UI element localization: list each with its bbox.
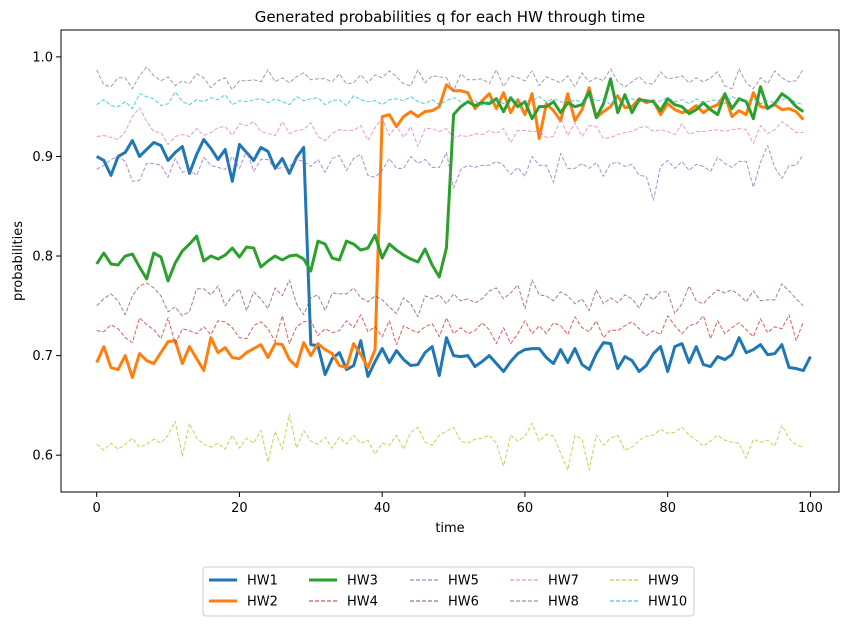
- legend-label-hw9: HW9: [648, 574, 679, 589]
- legend-label-hw10: HW10: [648, 595, 687, 610]
- legend-label-hw1: HW1: [247, 574, 278, 589]
- series-line-hw9: [96, 413, 804, 471]
- legend-label-hw8: HW8: [548, 595, 579, 610]
- x-tick-label: 20: [231, 501, 248, 516]
- legend-label-hw2: HW2: [247, 595, 278, 610]
- x-axis-label: time: [435, 521, 464, 536]
- series-line-hw3: [95, 77, 805, 283]
- legend-label-hw7: HW7: [548, 574, 579, 589]
- x-tick-label: 80: [659, 501, 676, 516]
- y-tick-label: 0.6: [32, 449, 53, 464]
- y-tick-label: 0.7: [32, 349, 53, 364]
- x-tick-label: 100: [798, 501, 823, 516]
- series-line-hw8: [96, 66, 804, 92]
- legend-label-hw3: HW3: [347, 574, 378, 589]
- series-line-hw6: [96, 279, 804, 318]
- series-line-hw4: [96, 314, 804, 346]
- legend-label-hw4: HW4: [347, 595, 378, 610]
- series-line-hw2: [95, 83, 805, 379]
- series-line-hw10: [96, 91, 804, 110]
- plot-area-frame: [60, 29, 840, 493]
- x-tick-label: 40: [374, 501, 391, 516]
- y-axis: 0.6 0.7 0.8 0.9 1.0: [32, 50, 61, 464]
- series-line-hw7: [96, 107, 804, 147]
- x-tick-label: 0: [93, 501, 101, 516]
- y-axis-label: probabilities: [11, 221, 26, 301]
- legend-label-hw5: HW5: [448, 574, 479, 589]
- y-tick-label: 0.9: [32, 150, 53, 165]
- x-tick-label: 60: [517, 501, 534, 516]
- x-axis: 0 20 40 60 80 100: [93, 492, 823, 516]
- chart-title: Generated probabilities q for each HW th…: [255, 8, 646, 26]
- series-line-hw1: [95, 138, 812, 378]
- y-tick-label: 0.8: [32, 250, 53, 265]
- series-layer: [95, 66, 812, 471]
- y-tick-label: 1.0: [32, 50, 53, 65]
- series-line-hw5: [96, 145, 804, 201]
- legend-label-hw6: HW6: [448, 595, 479, 610]
- legend: HW1 HW2 HW3 HW4 HW5 HW6 HW7 HW8 HW9 HW10: [202, 566, 695, 617]
